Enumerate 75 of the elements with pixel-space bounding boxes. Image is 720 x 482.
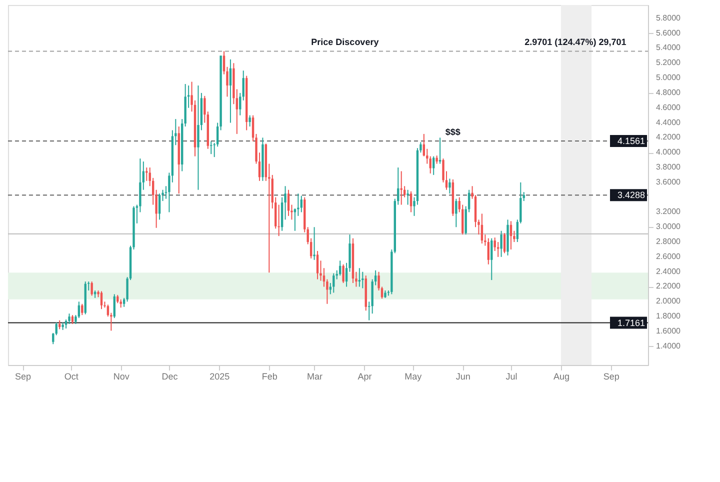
y-tick-label: 5.4000	[656, 43, 682, 52]
ref-line-label: 3.4288	[617, 190, 645, 200]
x-tick-label: May	[404, 372, 422, 382]
candlestick	[487, 238, 490, 265]
annotation: 2.9701 (124.47%) 29,701	[524, 37, 626, 48]
candlestick	[68, 313, 70, 325]
y-tick-label: 4.6000	[656, 102, 682, 112]
candlestick	[78, 301, 80, 319]
x-tick-label: 2025	[210, 372, 230, 382]
candlestick	[362, 271, 364, 289]
candlestick	[197, 84, 200, 190]
x-tick-label: Jul	[506, 372, 518, 382]
y-tick-label: 3.8000	[656, 162, 682, 172]
candlestick	[248, 114, 251, 127]
candlestick	[158, 193, 161, 220]
x-tick-label: Apr	[358, 372, 372, 382]
candlestick	[242, 70, 244, 101]
candlestick	[239, 92, 242, 116]
x-tick-label: Feb	[262, 372, 278, 382]
candlestick	[455, 198, 458, 228]
y-tick-label: 1.8000	[656, 312, 682, 321]
candlestick	[400, 170, 402, 206]
y-tick-label: 3.0000	[656, 222, 682, 232]
candlestick	[480, 213, 484, 244]
y-tick-label: 2.8000	[656, 237, 682, 246]
candlestick	[496, 242, 500, 258]
candlestick	[406, 189, 409, 206]
candlestick	[313, 226, 316, 260]
y-tick-label: 5.2000	[656, 58, 682, 68]
candlestick	[210, 140, 212, 155]
y-tick-label: 1.4000	[656, 341, 682, 350]
candlestick	[503, 232, 506, 254]
candlestick	[342, 264, 344, 284]
ref-line-label: 4.1561	[617, 136, 645, 146]
y-tick-label: 4.8000	[656, 88, 682, 97]
y-tick-label: 5.0000	[656, 73, 682, 82]
annotation: Price Discovery	[311, 37, 379, 48]
x-tick-label: Sep	[603, 372, 620, 382]
candlestick	[358, 268, 361, 288]
y-tick-label: 1.6000	[656, 326, 682, 336]
y-tick-label: 4.0000	[656, 148, 682, 157]
candlestick	[113, 294, 116, 319]
candlestick	[100, 290, 103, 310]
y-tick-label: 5.6000	[656, 28, 682, 38]
candlestick	[229, 58, 232, 124]
y-tick-label: 4.2000	[656, 132, 682, 142]
candlestick	[448, 178, 451, 194]
candlestick	[490, 238, 493, 281]
candlestick	[500, 230, 502, 258]
y-tick-label: 2.6000	[656, 252, 682, 261]
x-tick-label: Dec	[162, 372, 178, 382]
candlestick	[52, 332, 54, 345]
y-tick-label: 5.8000	[656, 13, 682, 22]
candlestick	[90, 281, 93, 296]
candlestick	[146, 166, 148, 182]
x-tick-label: Jun	[456, 372, 470, 382]
candlestick	[438, 137, 442, 164]
candlestick	[287, 189, 290, 216]
y-tick-label: 2.2000	[656, 282, 682, 291]
x-tick-label: Oct	[64, 372, 79, 382]
candlestick	[316, 250, 319, 280]
x-tick-label: Mar	[307, 372, 323, 382]
candlestick	[81, 303, 84, 316]
ref-line-label: 1.7161	[617, 318, 645, 328]
x-tick-label: Aug	[553, 372, 570, 382]
candlestick	[510, 220, 512, 250]
x-tick-label: Sep	[15, 372, 32, 382]
y-tick-label: 2.0000	[656, 296, 682, 306]
candlestick	[332, 272, 335, 294]
y-tick-label: 4.4000	[656, 118, 682, 127]
y-tick-label: 2.4000	[656, 266, 682, 276]
y-tick-label: 3.2000	[656, 207, 682, 216]
annotation: $$$	[445, 126, 460, 137]
y-tick-label: 3.6000	[656, 177, 682, 186]
x-tick-label: Nov	[113, 372, 130, 382]
